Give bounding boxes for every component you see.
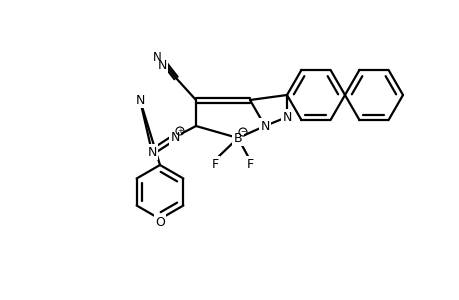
Text: F: F xyxy=(211,158,218,170)
Text: N: N xyxy=(135,94,145,106)
Text: O: O xyxy=(155,215,165,229)
Text: F: F xyxy=(246,158,253,170)
Text: N: N xyxy=(147,146,157,158)
Text: N: N xyxy=(282,110,291,124)
Text: +: + xyxy=(177,128,183,134)
Text: N: N xyxy=(152,50,161,64)
Text: N: N xyxy=(157,58,166,71)
Text: N: N xyxy=(260,119,269,133)
Text: N: N xyxy=(170,130,179,143)
Text: −: − xyxy=(240,129,246,135)
Text: B: B xyxy=(233,131,242,145)
